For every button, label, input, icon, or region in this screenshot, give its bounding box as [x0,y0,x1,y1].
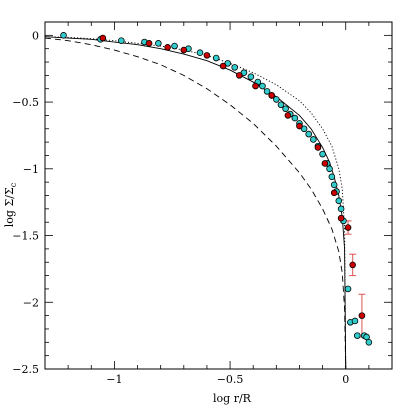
y-tick-label: −2 [23,296,39,309]
cyan-data-point [171,42,178,50]
cyan-data-point [330,181,338,189]
cyan-data-point [155,40,162,47]
data-points [60,32,373,346]
y-axis-label: log Σ/Σc [3,182,18,227]
cyan-data-point [273,96,280,103]
y-tick-label: −1.5 [12,230,39,243]
model-curve-dotted [44,36,347,370]
cyan-data-point [365,339,373,346]
model-curve-dashed [44,37,347,370]
cyan-data-point [351,317,359,325]
cyan-data-point [212,54,220,62]
axis-ticks [44,21,393,370]
cyan-data-point [231,64,238,71]
red-data-point [252,82,259,90]
cyan-data-point [335,197,343,205]
red-data-point [236,72,243,79]
cyan-data-point [291,114,299,122]
cyan-data-point [247,73,255,81]
red-data-point [268,92,276,99]
cyan-data-point [259,82,266,90]
x-tick-label: −1 [106,373,122,386]
cyan-data-point [282,105,289,113]
y-tick-labels: 0 −0.5 −1 −1.5 −2 −2.5 [12,29,39,376]
y-tick-label: 0 [32,29,39,42]
cyan-data-point [310,136,317,143]
model-curve-solid [44,36,347,370]
red-data-point [219,62,227,70]
red-data-point [296,122,303,130]
cyan-data-point [277,101,285,109]
y-tick-label: −2.5 [12,363,39,376]
x-tick-labels: −1 −0.5 0 [106,373,349,386]
y-tick-label: −0.5 [12,96,39,109]
red-data-point [145,40,153,47]
red-data-point [344,224,352,231]
x-tick-label: 0 [342,373,349,386]
cyan-data-point [353,332,361,339]
cyan-data-point [305,130,313,138]
cyan-data-point [363,333,370,341]
red-data-point [284,112,292,119]
curves [44,36,347,370]
y-axis-label-subscript: c [9,182,18,187]
red-data-point [337,214,345,222]
cyan-data-point [326,165,333,173]
cyan-data-point [328,173,336,181]
red-data-point [180,46,188,54]
red-data-point [164,44,171,51]
red-data-point [314,144,322,151]
x-tick-label: −0.5 [217,373,244,386]
cyan-data-point [263,88,271,95]
cyan-data-point [337,205,345,213]
red-data-point [203,52,211,59]
plot-frame [44,21,393,370]
x-axis-label: log r/R [213,392,252,405]
y-axis-label-main: log Σ/Σ [3,187,16,227]
cyan-data-point [196,49,204,56]
cyan-data-point [344,285,352,293]
cyan-data-point [60,32,67,39]
cyan-data-point [319,150,326,158]
y-tick-label: −1 [23,163,39,176]
red-data-point [330,189,338,197]
red-data-point [358,312,366,319]
red-data-point [321,160,329,167]
cyan-data-point [118,37,125,44]
red-data-point [349,261,356,269]
red-data-point [99,34,107,42]
